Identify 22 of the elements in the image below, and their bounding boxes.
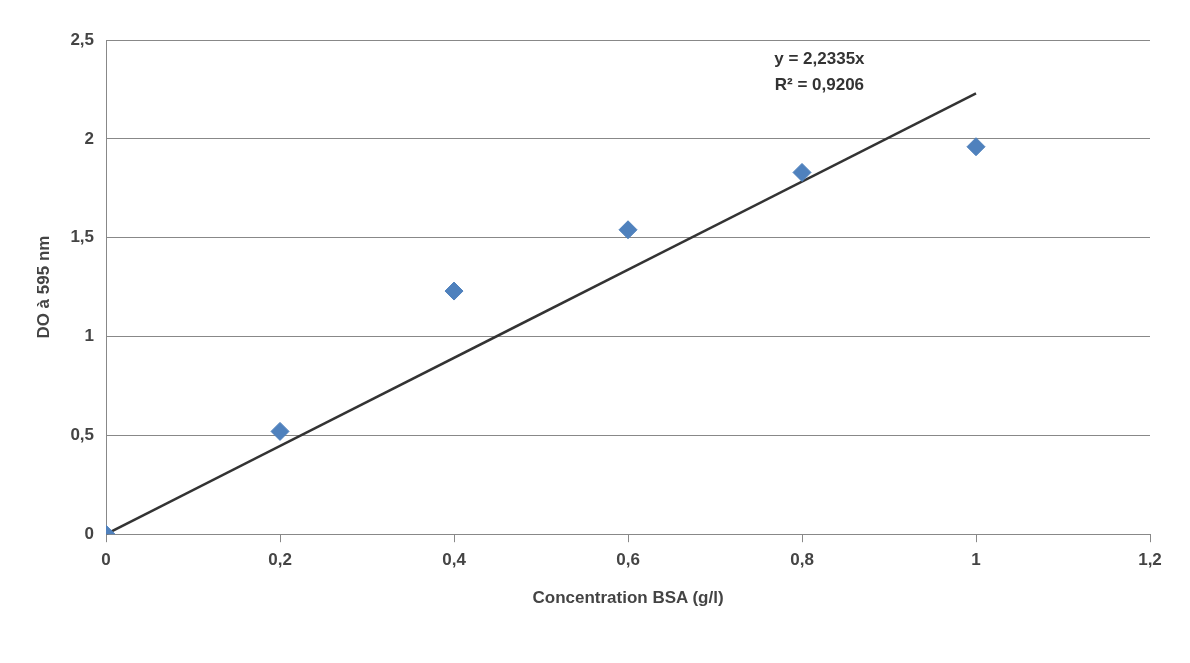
y-tick-label: 0,5 <box>70 425 95 445</box>
point <box>444 281 464 301</box>
y-tick-label: 2,5 <box>70 29 95 49</box>
annotation: R² = 0,9206 <box>774 74 865 94</box>
x-tick-label: 1,2 <box>1138 550 1162 570</box>
x-tick-label: 1 <box>971 550 981 570</box>
point <box>618 220 638 240</box>
y-tick-label: 2 <box>84 128 95 148</box>
y-tick-label: 1,5 <box>70 227 95 247</box>
annotation: y = 2,2335x <box>774 48 866 68</box>
point <box>270 421 290 441</box>
y-tick-label: 0 <box>84 523 95 543</box>
y-axis-title: DO à 595 nm <box>33 235 53 339</box>
x-tick-label: 0,6 <box>616 550 640 570</box>
x-tick-label: 0,2 <box>268 550 292 570</box>
x-tick-label: 0,4 <box>442 550 467 570</box>
point <box>792 162 812 182</box>
point <box>966 137 986 157</box>
x-tick-label: 0 <box>101 550 111 570</box>
y-tick-label: 1 <box>84 326 95 346</box>
x-tick-label: 0,8 <box>790 550 814 570</box>
x-axis-title: Concentration BSA (g/l) <box>532 588 724 608</box>
